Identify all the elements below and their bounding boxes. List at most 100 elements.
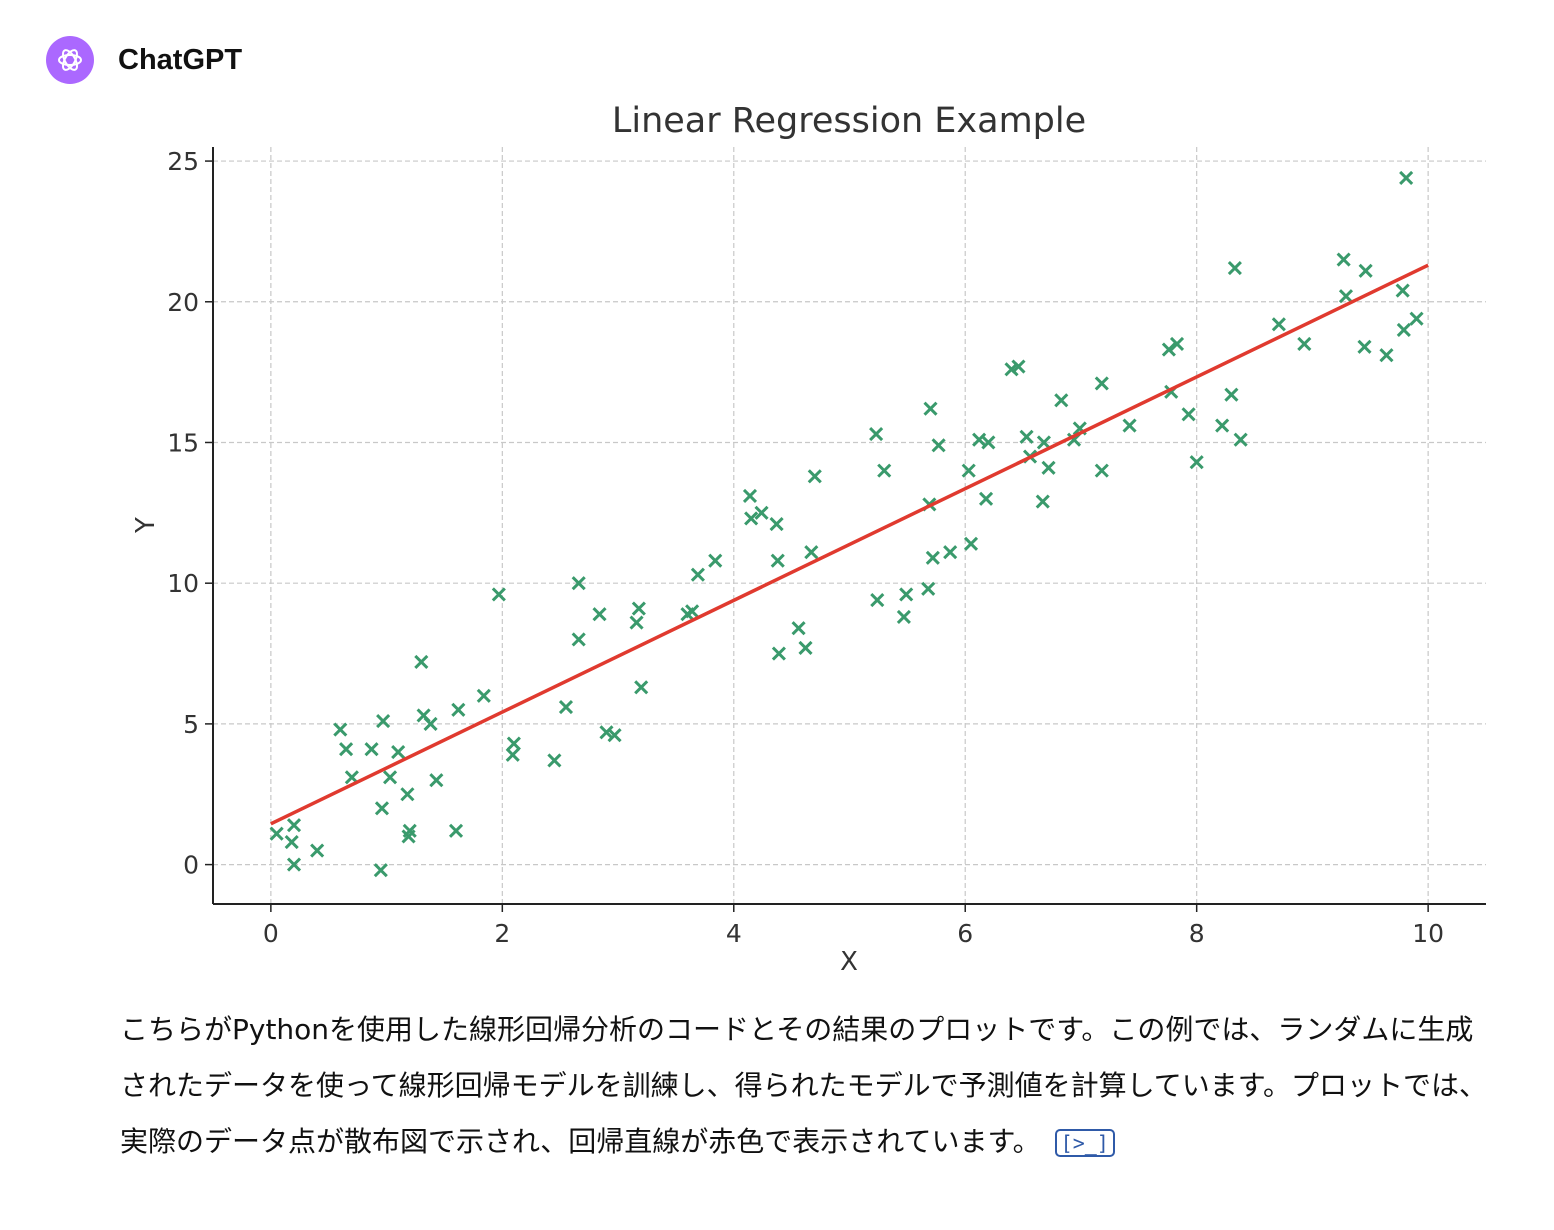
data-point-marker <box>1227 260 1242 276</box>
data-point-marker <box>769 517 784 532</box>
data-point-marker <box>423 716 438 731</box>
y-tick-label: 15 <box>167 428 199 457</box>
y-axis-label: Y <box>131 517 161 534</box>
chart-svg: 0 2 4 6 8 10 0 5 10 15 20 25 Linear Regression Exam… <box>131 101 1486 977</box>
data-point-marker <box>451 702 466 717</box>
y-tick-label: 0 <box>183 851 199 880</box>
data-point-marker <box>1094 376 1109 391</box>
data-point-marker <box>310 843 325 858</box>
data-point-marker <box>505 747 520 762</box>
data-point-marker <box>391 744 406 760</box>
data-point-marker <box>1396 322 1411 337</box>
data-point-marker <box>742 488 758 504</box>
data-point-marker <box>981 435 996 450</box>
data-point-marker <box>571 576 586 591</box>
data-point-marker <box>506 736 521 751</box>
data-point-marker <box>1379 348 1394 363</box>
data-point-marker <box>476 688 491 703</box>
message-text: こちらがPythonを使用した線形回帰分析のコードとその結果のプロットです。この… <box>120 1013 1487 1158</box>
data-point-marker <box>1035 494 1050 509</box>
data-point-marker <box>972 432 987 447</box>
data-point-marker <box>629 615 644 630</box>
data-point-marker <box>491 587 506 602</box>
data-point-marker <box>877 463 892 478</box>
openai-logo-icon <box>46 36 94 84</box>
data-point-marker <box>921 581 936 596</box>
data-point-marker <box>1122 418 1137 433</box>
chart-grid <box>213 147 1486 904</box>
data-point-marker <box>339 742 354 757</box>
data-point-marker <box>1395 283 1410 298</box>
data-point-marker <box>798 640 813 655</box>
data-point-marker <box>807 469 822 484</box>
data-point-marker <box>373 863 388 878</box>
x-tick-label: 8 <box>1189 919 1205 948</box>
data-point-marker <box>1094 463 1109 478</box>
data-point-marker <box>961 463 976 478</box>
data-point-marker <box>1338 289 1354 304</box>
data-point-marker <box>931 438 946 453</box>
data-point-marker <box>744 511 759 526</box>
data-point-marker <box>414 654 429 670</box>
data-point-marker <box>896 609 911 625</box>
data-point-marker <box>1019 429 1034 444</box>
data-point-marker <box>284 835 299 850</box>
data-point-marker <box>770 553 785 568</box>
y-tick-label: 10 <box>167 569 199 598</box>
chart-axes <box>205 147 1486 912</box>
data-point-marker <box>685 604 700 619</box>
message-header: ChatGPT <box>46 36 242 84</box>
data-point-marker <box>448 823 464 838</box>
data-point-marker <box>558 699 574 715</box>
data-point-marker <box>870 593 885 608</box>
data-point-marker <box>286 818 302 833</box>
data-point-marker <box>286 857 302 872</box>
data-point-marker <box>804 545 819 560</box>
regression-chart: 0 2 4 6 8 10 0 5 10 15 20 25 Linear Regression Exam… <box>118 92 1498 982</box>
y-tick-label: 5 <box>183 710 199 739</box>
data-point-marker <box>571 632 586 647</box>
assistant-name: ChatGPT <box>118 43 243 76</box>
tick-labels: 0 2 4 6 8 10 0 5 10 15 20 25 <box>167 147 1444 948</box>
data-point-marker <box>1336 252 1351 267</box>
scatter-points <box>269 170 1424 878</box>
x-tick-label: 6 <box>957 919 973 948</box>
data-point-marker <box>791 621 806 636</box>
data-point-marker <box>374 801 390 816</box>
data-point-marker <box>599 725 614 740</box>
data-point-marker <box>631 601 646 616</box>
regression-line-group <box>270 263 1429 826</box>
data-point-marker <box>1358 263 1373 278</box>
data-point-marker <box>429 773 444 788</box>
data-point-marker <box>923 401 938 416</box>
data-point-marker <box>1399 170 1414 186</box>
data-point-marker <box>364 742 379 757</box>
data-point-marker <box>1169 336 1185 352</box>
data-point-marker <box>592 607 607 622</box>
data-point-marker <box>402 823 417 838</box>
data-point-marker <box>963 536 979 551</box>
data-point-marker <box>1189 455 1204 470</box>
y-tick-label: 25 <box>167 147 199 176</box>
data-point-marker <box>869 426 884 442</box>
data-point-marker <box>400 787 415 802</box>
data-point-marker <box>1036 435 1051 450</box>
data-point-marker <box>547 753 562 768</box>
data-point-marker <box>1215 418 1230 433</box>
view-code-button[interactable]: [>_] <box>1054 1129 1115 1157</box>
data-point-marker <box>376 714 391 729</box>
data-point-marker <box>1181 407 1196 422</box>
data-point-marker <box>771 646 786 661</box>
data-point-marker <box>1011 359 1026 374</box>
regression-line <box>270 263 1429 826</box>
x-tick-label: 4 <box>726 919 742 948</box>
data-point-marker <box>1271 317 1286 332</box>
data-point-marker <box>1357 339 1372 354</box>
data-point-marker <box>943 545 958 560</box>
data-point-marker <box>269 826 284 841</box>
data-point-marker <box>607 728 622 743</box>
data-point-marker <box>1041 460 1056 475</box>
data-point-marker <box>690 567 705 582</box>
data-point-marker <box>1409 311 1424 326</box>
data-point-marker <box>1297 336 1312 352</box>
